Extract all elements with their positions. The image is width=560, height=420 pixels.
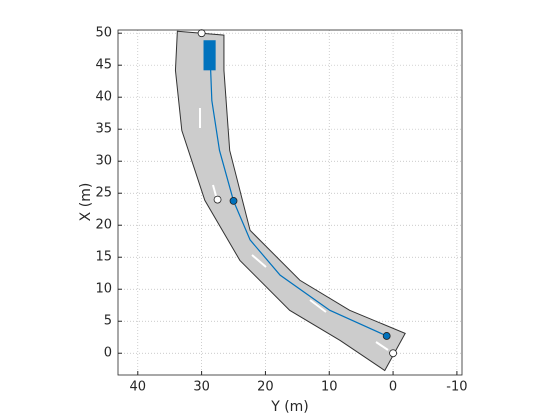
- y-tick-label: 50: [95, 26, 112, 41]
- x-tick-label: 0: [389, 380, 397, 395]
- y-tick-label: 30: [95, 154, 112, 169]
- y-axis-label: X (m): [78, 183, 94, 222]
- marker: [197, 29, 206, 38]
- y-tick-label: 40: [95, 90, 112, 105]
- x-tick-label: 20: [257, 380, 274, 395]
- waypoint: [382, 332, 391, 340]
- lane-dash: [309, 299, 327, 313]
- x-axis-label: Y (m): [270, 399, 309, 415]
- grid: [118, 30, 462, 375]
- y-tick-label: 0: [104, 346, 112, 361]
- marker: [389, 349, 397, 358]
- lane-dash: [251, 254, 267, 268]
- y-tick-label: 10: [95, 282, 112, 297]
- y-tick-label: 35: [95, 122, 112, 137]
- x-tick-label: 30: [193, 380, 210, 395]
- x-tick-label: 10: [321, 380, 338, 395]
- lane-dash: [212, 184, 217, 197]
- y-tick-label: 5: [104, 314, 112, 329]
- y-tick-label: 25: [95, 186, 112, 201]
- x-tick-label: -10: [446, 380, 467, 395]
- plot-area: [118, 30, 462, 375]
- lane-dash: [375, 341, 389, 351]
- x-tick-label: 40: [130, 380, 147, 395]
- waypoint: [229, 196, 238, 205]
- y-tick-label: 20: [95, 218, 112, 233]
- trajectory: [209, 50, 387, 337]
- y-tick-label: 45: [95, 58, 112, 73]
- y-tick-label: 15: [95, 250, 112, 265]
- marker: [213, 195, 222, 204]
- axes-box: [117, 29, 463, 376]
- marks-layer: [197, 29, 397, 358]
